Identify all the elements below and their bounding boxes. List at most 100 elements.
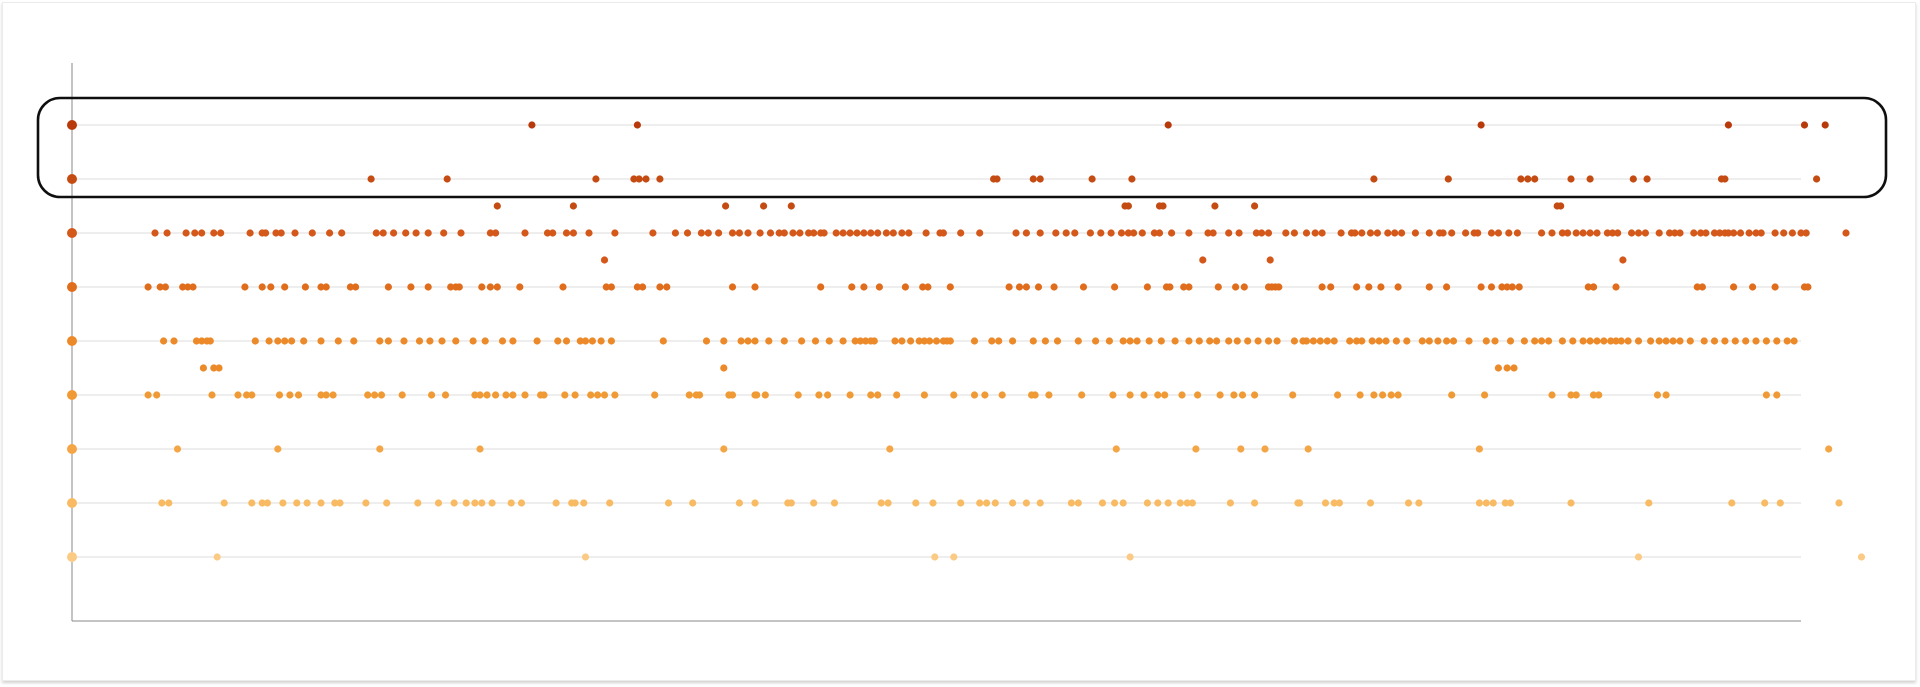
- data-point: [1366, 229, 1375, 237]
- data-point: [258, 499, 266, 507]
- data-point: [1273, 337, 1281, 345]
- data-point: [1425, 229, 1433, 237]
- data-point: [1564, 229, 1572, 237]
- data-point: [817, 283, 825, 291]
- data-point: [571, 499, 579, 507]
- data-point: [1425, 283, 1433, 291]
- data-point: [1710, 337, 1719, 345]
- data-point: [543, 229, 552, 237]
- data-point: [1078, 391, 1086, 399]
- data-point: [581, 337, 590, 345]
- data-point: [509, 391, 517, 399]
- data-point: [1097, 229, 1105, 237]
- data-point: [825, 337, 833, 345]
- data-point: [1804, 283, 1812, 291]
- data-point: [552, 499, 560, 507]
- data-point: [1391, 229, 1399, 237]
- data-point: [1009, 337, 1017, 345]
- data-point: [1036, 175, 1044, 183]
- data-point: [862, 337, 870, 345]
- data-point: [562, 229, 571, 237]
- data-point: [1311, 229, 1319, 237]
- data-point: [455, 283, 463, 291]
- data-point: [1749, 283, 1757, 291]
- data-point: [651, 391, 659, 399]
- data-point: [1671, 229, 1679, 237]
- data-point: [1643, 175, 1651, 183]
- data-point: [1365, 283, 1373, 291]
- data-point-secondary: [215, 364, 223, 372]
- data-point: [1392, 337, 1400, 345]
- data-point: [639, 283, 647, 291]
- data-point: [1384, 229, 1392, 237]
- data-point: [562, 337, 571, 345]
- data-point: [377, 391, 386, 399]
- data-point: [1666, 229, 1674, 237]
- data-point: [1788, 229, 1796, 237]
- data-point: [1797, 229, 1805, 237]
- data-point: [1036, 229, 1044, 237]
- data-point: [1309, 337, 1317, 345]
- data-point: [1444, 175, 1452, 183]
- data-point: [1628, 229, 1636, 237]
- data-point: [856, 337, 865, 345]
- data-point: [1022, 499, 1030, 507]
- data-point: [440, 229, 448, 237]
- data-point: [206, 337, 214, 345]
- data-point: [549, 229, 557, 237]
- data-point: [1655, 229, 1663, 237]
- data-point: [1337, 229, 1345, 237]
- data-point: [1825, 445, 1833, 453]
- data-point: [1593, 229, 1601, 237]
- data-point: [208, 391, 216, 399]
- data-point: [1379, 391, 1387, 399]
- data-point: [533, 337, 541, 345]
- data-point: [689, 499, 697, 507]
- data-point: [1126, 337, 1134, 345]
- data-point: [509, 337, 517, 345]
- data-point: [606, 499, 614, 507]
- data-point: [970, 337, 979, 345]
- data-point: [153, 391, 161, 399]
- data-point: [659, 337, 667, 345]
- data-point: [173, 445, 182, 453]
- data-point: [1335, 499, 1343, 507]
- data-point: [1474, 229, 1482, 237]
- data-point: [492, 391, 500, 399]
- data-point: [1693, 283, 1701, 291]
- data-point: [1700, 337, 1708, 345]
- data-point-secondary: [1619, 256, 1627, 264]
- data-point: [1634, 553, 1643, 561]
- data-point: [1171, 337, 1179, 345]
- data-point: [1608, 229, 1617, 237]
- data-point: [1567, 391, 1575, 399]
- data-point: [1154, 391, 1162, 399]
- data-point: [1238, 391, 1247, 399]
- data-point: [371, 391, 379, 399]
- data-point: [839, 337, 847, 345]
- data-point: [924, 283, 932, 291]
- data-point: [1164, 121, 1172, 129]
- data-point: [761, 391, 769, 399]
- data-point: [317, 499, 325, 507]
- data-point: [428, 391, 436, 399]
- data-point: [683, 229, 692, 237]
- data-point: [1071, 229, 1079, 237]
- data-point: [352, 283, 360, 291]
- data-point: [258, 283, 266, 291]
- data-point: [163, 229, 171, 237]
- data-point: [1126, 553, 1134, 561]
- data-point: [1482, 337, 1490, 345]
- data-point: [600, 391, 609, 399]
- data-point-secondary: [722, 202, 730, 210]
- data-point: [281, 283, 289, 291]
- data-point: [554, 337, 562, 345]
- data-point: [384, 337, 392, 345]
- data-point: [424, 229, 432, 237]
- data-point: [728, 283, 737, 291]
- data-point: [1398, 229, 1406, 237]
- data-point: [1282, 229, 1290, 237]
- data-point: [67, 282, 77, 292]
- data-point: [1515, 283, 1523, 291]
- data-point: [697, 229, 706, 237]
